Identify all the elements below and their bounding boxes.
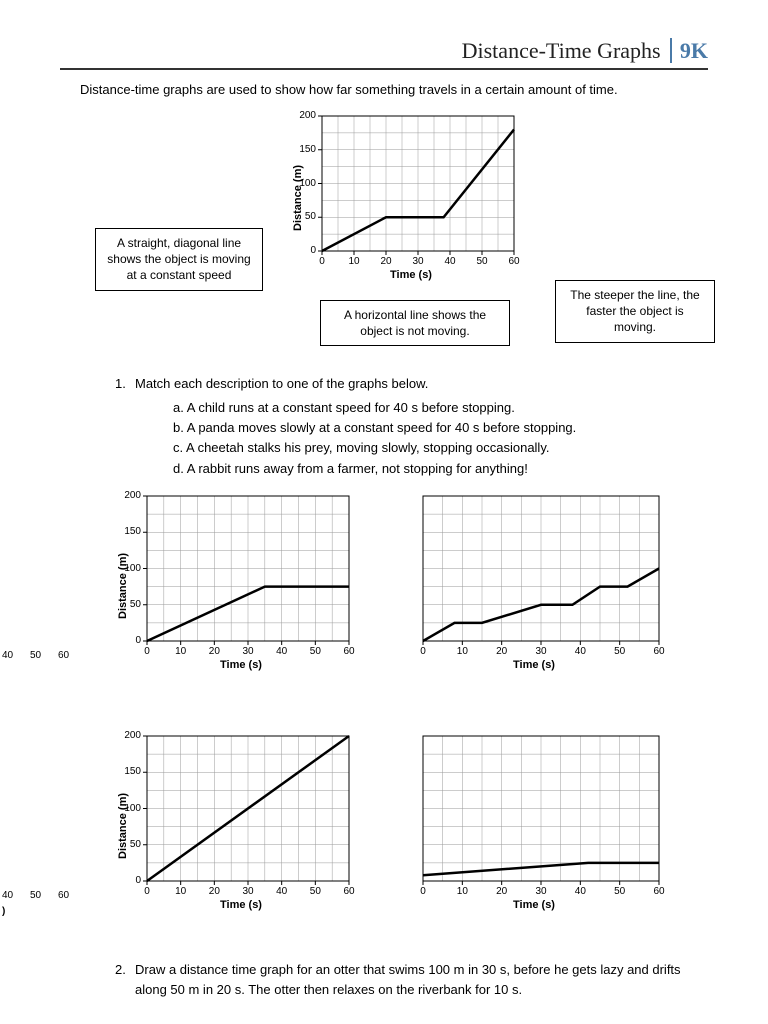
example-chart: 0102030405060050100150200Distance (m)Tim… xyxy=(280,110,520,285)
x-tick: 20 xyxy=(202,886,226,897)
callout-mid: A horizontal line shows the object is no… xyxy=(320,300,510,346)
y-tick: 150 xyxy=(292,144,316,155)
page-code: 9K xyxy=(670,38,708,63)
stray-tick: 40 xyxy=(2,890,13,901)
x-tick: 40 xyxy=(568,646,592,657)
q1-options: A child runs at a constant speed for 40 … xyxy=(173,398,688,479)
q2-text: Draw a distance time graph for an otter … xyxy=(135,962,681,997)
x-tick: 40 xyxy=(270,646,294,657)
q1-number: 1. xyxy=(115,374,126,394)
x-tick: 30 xyxy=(406,256,430,267)
x-tick: 20 xyxy=(374,256,398,267)
y-tick: 200 xyxy=(117,490,141,501)
intro-text: Distance-time graphs are used to show ho… xyxy=(80,82,698,97)
x-tick: 40 xyxy=(270,886,294,897)
x-tick: 30 xyxy=(529,646,553,657)
page-title: Distance-Time Graphs xyxy=(462,38,661,63)
stray-tick: 50 xyxy=(30,890,41,901)
x-tick: 0 xyxy=(135,886,159,897)
x-tick: 10 xyxy=(342,256,366,267)
y-tick: 150 xyxy=(117,766,141,777)
match-chart-3: 0102030405060050100150200Distance (m)Tim… xyxy=(105,730,355,915)
x-tick: 10 xyxy=(450,886,474,897)
stray-tick: 50 xyxy=(30,650,41,661)
x-tick: 50 xyxy=(303,886,327,897)
q2-number: 2. xyxy=(115,960,126,980)
x-tick: 30 xyxy=(236,886,260,897)
x-tick: 30 xyxy=(236,646,260,657)
stray-tick: 40 xyxy=(2,650,13,661)
x-tick: 0 xyxy=(310,256,334,267)
x-tick: 20 xyxy=(202,646,226,657)
q1-option: A cheetah stalks his prey, moving slowly… xyxy=(173,438,688,458)
y-tick: 150 xyxy=(117,526,141,537)
y-tick: 0 xyxy=(117,635,141,646)
x-tick: 10 xyxy=(169,646,193,657)
q1-option: A child runs at a constant speed for 40 … xyxy=(173,398,688,418)
y-axis-label: Distance (m) xyxy=(292,165,304,231)
q1-stem: Match each description to one of the gra… xyxy=(135,376,428,391)
y-tick: 0 xyxy=(292,245,316,256)
question-1: 1. Match each description to one of the … xyxy=(135,374,688,479)
y-tick: 200 xyxy=(292,110,316,121)
callout-left: A straight, diagonal line shows the obje… xyxy=(95,228,263,291)
page-header: Distance-Time Graphs 9K xyxy=(60,38,708,70)
stray-tick: 60 xyxy=(58,890,69,901)
q1-option: A panda moves slowly at a constant speed… xyxy=(173,418,688,438)
match-chart-2: 0102030405060Time (s) xyxy=(415,490,665,675)
y-axis-label: Distance (m) xyxy=(117,793,129,859)
callout-right: The steeper the line, the faster the obj… xyxy=(555,280,715,343)
x-tick: 10 xyxy=(450,646,474,657)
x-axis-label: Time (s) xyxy=(220,659,262,671)
question-2: 2. Draw a distance time graph for an ott… xyxy=(135,960,688,999)
match-chart-4: 0102030405060Time (s) xyxy=(415,730,665,915)
x-tick: 60 xyxy=(502,256,526,267)
x-tick: 50 xyxy=(470,256,494,267)
x-tick: 10 xyxy=(169,886,193,897)
x-tick: 60 xyxy=(337,646,361,657)
x-tick: 60 xyxy=(647,646,671,657)
stray-paren: ) xyxy=(2,906,5,917)
x-tick: 40 xyxy=(438,256,462,267)
x-tick: 30 xyxy=(529,886,553,897)
x-tick: 0 xyxy=(135,646,159,657)
x-tick: 50 xyxy=(608,646,632,657)
x-tick: 20 xyxy=(490,646,514,657)
x-tick: 40 xyxy=(568,886,592,897)
x-tick: 60 xyxy=(647,886,671,897)
stray-tick: 60 xyxy=(58,650,69,661)
x-axis-label: Time (s) xyxy=(390,269,432,281)
q1-option: A rabbit runs away from a farmer, not st… xyxy=(173,459,688,479)
y-tick: 0 xyxy=(117,875,141,886)
x-axis-label: Time (s) xyxy=(513,899,555,911)
x-tick: 60 xyxy=(337,886,361,897)
x-axis-label: Time (s) xyxy=(513,659,555,671)
x-tick: 50 xyxy=(303,646,327,657)
x-tick: 0 xyxy=(411,646,435,657)
x-tick: 50 xyxy=(608,886,632,897)
x-tick: 0 xyxy=(411,886,435,897)
x-axis-label: Time (s) xyxy=(220,899,262,911)
match-chart-1: 0102030405060050100150200Distance (m)Tim… xyxy=(105,490,355,675)
x-tick: 20 xyxy=(490,886,514,897)
y-axis-label: Distance (m) xyxy=(117,553,129,619)
y-tick: 200 xyxy=(117,730,141,741)
